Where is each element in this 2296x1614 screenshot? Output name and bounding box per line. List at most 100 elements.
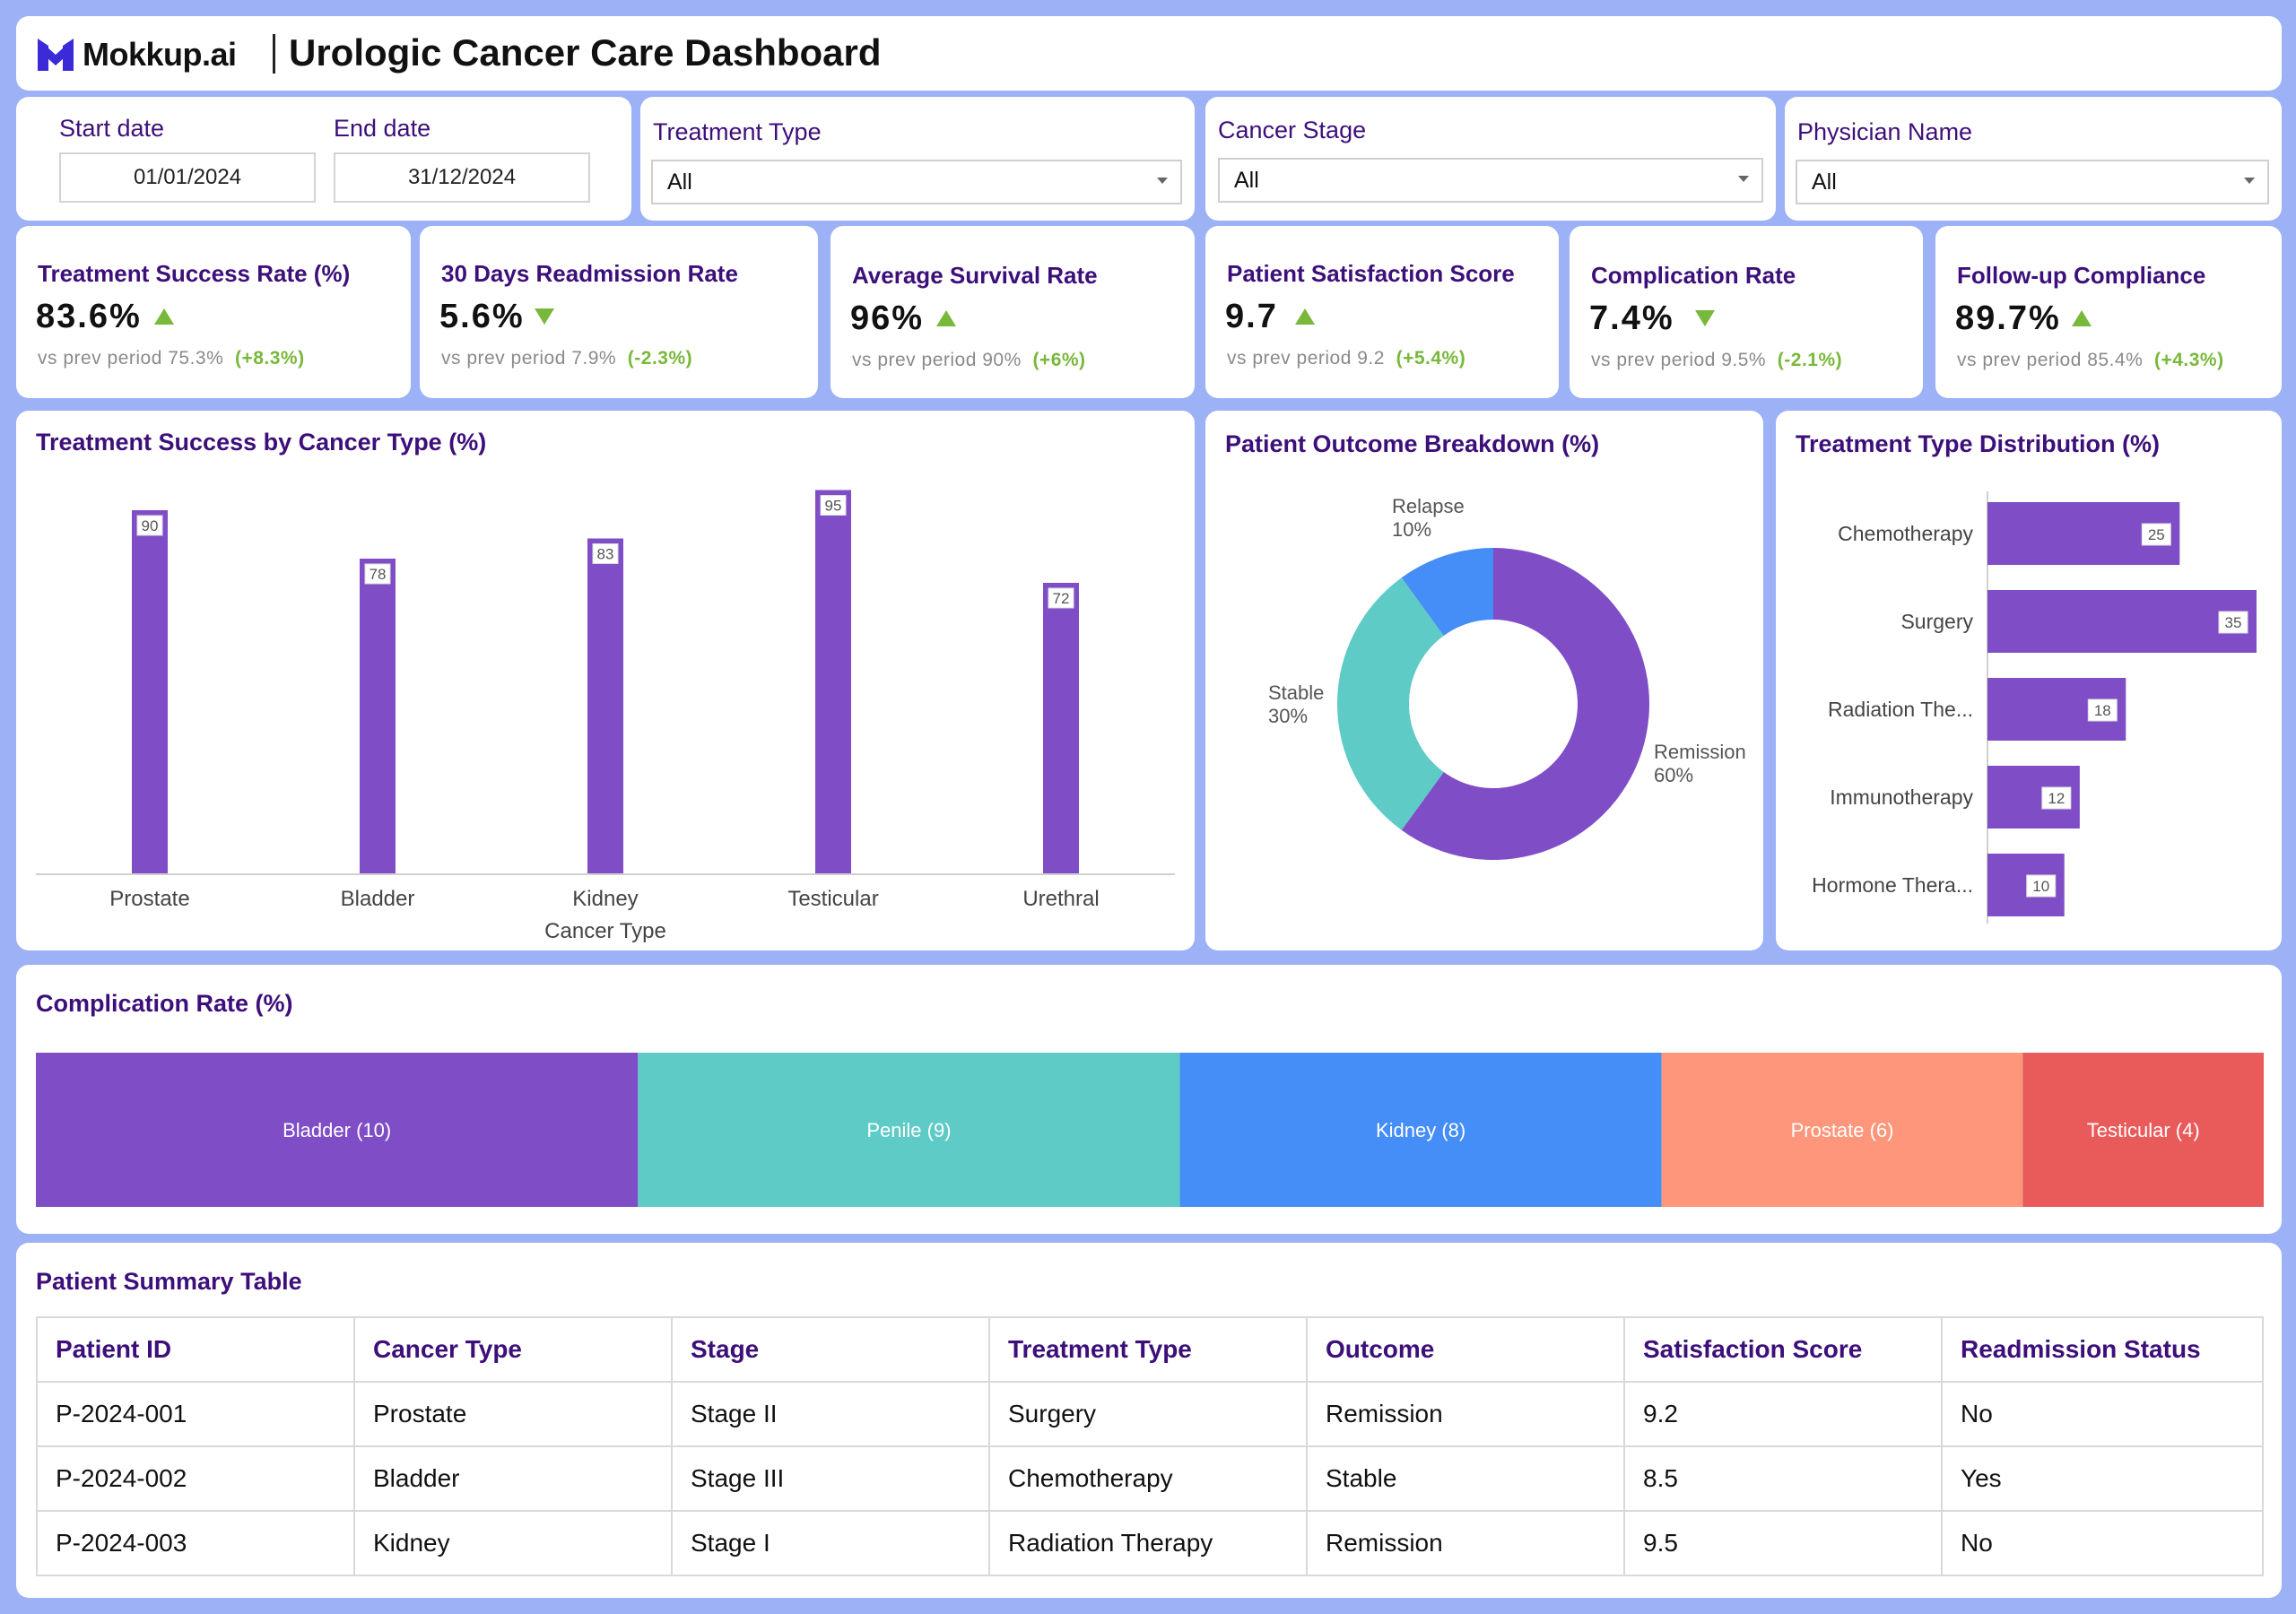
- bar: [815, 490, 851, 873]
- x-tick-label: Prostate: [109, 887, 189, 911]
- slice-value-label: 10%: [1392, 518, 1431, 541]
- column-header[interactable]: Outcome: [1306, 1316, 1625, 1383]
- table-row[interactable]: P-2024-001 Prostate Stage II Surgery Rem…: [36, 1381, 2264, 1447]
- kpi-change: (-2.3%): [627, 348, 693, 369]
- data-label-box: [136, 515, 163, 536]
- kpi-value: 7.4%: [1589, 299, 1674, 337]
- table-cell: Prostate: [353, 1381, 673, 1447]
- table-cell: Remission: [1306, 1381, 1625, 1447]
- kpi-title: Follow-up Compliance: [1957, 262, 2206, 289]
- segment-bladder: [36, 1053, 639, 1207]
- data-label: 72: [1053, 590, 1070, 607]
- kpi-card-satisfaction: Patient Satisfaction Score 9.7 vs prev p…: [1205, 226, 1559, 398]
- physician-name-select[interactable]: All: [1796, 160, 2269, 204]
- column-header[interactable]: Cancer Type: [353, 1316, 673, 1383]
- chevron-down-icon: [1738, 176, 1749, 182]
- cancer-stage-value: All: [1234, 167, 1259, 193]
- y-tick-label: Chemotherapy: [1838, 522, 1973, 545]
- table-cell: Remission: [1306, 1510, 1625, 1576]
- physician-filter-card: Physician Name All: [1785, 97, 2282, 221]
- data-label-box: [820, 495, 847, 516]
- data-label-box: [2026, 874, 2057, 898]
- donut-slice-stable: [1337, 577, 1444, 830]
- table-cell: Radiation Therapy: [988, 1510, 1308, 1576]
- kpi-value: 83.6%: [36, 298, 142, 335]
- donut-slice-relapse: [1401, 548, 1493, 636]
- trend-up-icon: [1295, 308, 1315, 325]
- kpi-comparison: vs prev period 7.9% (-2.3%): [441, 348, 693, 369]
- column-header[interactable]: Stage: [671, 1316, 990, 1383]
- data-label-box: [1048, 587, 1074, 609]
- cancer-stage-select[interactable]: All: [1218, 158, 1763, 203]
- kpi-card-readmission: 30 Days Readmission Rate 5.6% vs prev pe…: [420, 226, 818, 398]
- table-cell: Stable: [1306, 1445, 1625, 1512]
- data-label-box: [2218, 611, 2248, 634]
- table-cell: No: [1941, 1510, 2264, 1576]
- kpi-value: 9.7: [1225, 298, 1278, 335]
- end-date-label: End date: [334, 115, 431, 142]
- start-date-input[interactable]: 01/01/2024: [59, 152, 316, 203]
- column-header[interactable]: Treatment Type: [988, 1316, 1308, 1383]
- data-label: 90: [142, 517, 159, 534]
- table-cell: Stage III: [671, 1445, 990, 1512]
- trend-up-icon: [2072, 310, 2092, 326]
- y-tick-label: Radiation The...: [1828, 698, 1973, 721]
- table-row[interactable]: P-2024-003 Kidney Stage I Radiation Ther…: [36, 1510, 2264, 1576]
- data-label-box: [592, 543, 619, 564]
- column-header[interactable]: Satisfaction Score: [1623, 1316, 1943, 1383]
- column-header[interactable]: Readmission Status: [1941, 1316, 2264, 1383]
- kpi-change: (+5.4%): [1396, 348, 1466, 369]
- data-label: 78: [370, 566, 387, 583]
- end-date-input[interactable]: 31/12/2024: [334, 152, 590, 203]
- chart-title: Treatment Type Distribution (%): [1796, 430, 2161, 457]
- kpi-comparison: vs prev period 90% (+6%): [852, 350, 1086, 370]
- treatment-type-select[interactable]: All: [651, 160, 1182, 204]
- kpi-title: 30 Days Readmission Rate: [441, 260, 738, 287]
- segment-penile: [638, 1053, 1180, 1207]
- data-label: 12: [2048, 790, 2065, 807]
- kpi-value: 5.6%: [439, 298, 525, 335]
- patient-summary-card: Patient Summary Table Patient ID Cancer …: [16, 1243, 2282, 1598]
- bar: [360, 559, 396, 873]
- kpi-change: (-2.1%): [1777, 350, 1843, 370]
- page-title: Urologic Cancer Care Dashboard: [289, 31, 882, 74]
- logo[interactable]: Mokkup.ai: [36, 36, 237, 74]
- data-label: 18: [2094, 702, 2111, 719]
- table-header-row: Patient ID Cancer Type Stage Treatment T…: [36, 1316, 2264, 1383]
- column-header[interactable]: Patient ID: [36, 1316, 355, 1383]
- table-cell: Bladder: [353, 1445, 673, 1512]
- segment-label: Penile (9): [866, 1119, 951, 1141]
- data-label: 25: [2148, 526, 2165, 543]
- kpi-comparison: vs prev period 85.4% (+4.3%): [1957, 350, 2224, 370]
- logo-icon: [38, 39, 74, 71]
- x-tick-label: Kidney: [572, 887, 638, 911]
- complication-stacked-bar: Bladder (10) Penile (9) Kidney (8) Prostate…: [36, 1053, 2264, 1207]
- kpi-card-complication: Complication Rate 7.4% vs prev period 9.…: [1570, 226, 1923, 398]
- table-cell: P-2024-001: [36, 1381, 355, 1447]
- segment-label: Testicular (4): [2087, 1119, 2200, 1141]
- kpi-comparison: vs prev period 75.3% (+8.3%): [38, 348, 305, 369]
- table-row[interactable]: P-2024-002 Bladder Stage III Chemotherap…: [36, 1445, 2264, 1512]
- treatment-distribution-card: Treatment Type Distribution (%) 25 Chemot…: [1776, 411, 2282, 950]
- treatment-filter-card: Treatment Type All: [640, 97, 1195, 221]
- table-title: Patient Summary Table: [36, 1268, 302, 1295]
- segment-label: Prostate (6): [1791, 1119, 1894, 1141]
- bar: [587, 538, 623, 873]
- complication-rate-card: Complication Rate (%) Bladder (10) Penile…: [16, 965, 2282, 1234]
- kpi-title: Patient Satisfaction Score: [1227, 260, 1515, 287]
- kpi-change: (+4.3%): [2153, 350, 2224, 370]
- slice-value-label: 30%: [1268, 705, 1308, 727]
- kpi-change: (+6%): [1032, 350, 1086, 370]
- chart-title: Treatment Success by Cancer Type (%): [36, 429, 487, 456]
- donut-slice-remission: [1401, 548, 1649, 860]
- table-cell: Stage II: [671, 1381, 990, 1447]
- y-tick-label: Immunotherapy: [1830, 785, 1973, 809]
- slice-label: Stable: [1268, 681, 1324, 704]
- header-divider: [273, 34, 275, 74]
- kpi-comparison: vs prev period 9.2 (+5.4%): [1227, 348, 1466, 369]
- bar: [1043, 583, 1079, 873]
- stage-filter-card: Cancer Stage All: [1205, 97, 1776, 221]
- table-cell: 9.2: [1623, 1381, 1943, 1447]
- treatment-hbar-chart: 25 Chemotherapy 35 Surgery 18 Radiation The..…: [1812, 491, 2257, 924]
